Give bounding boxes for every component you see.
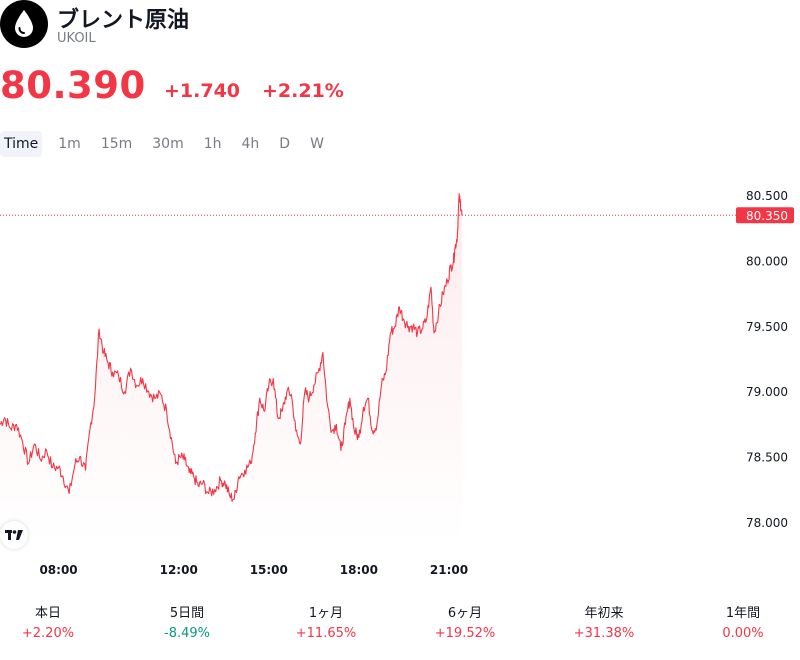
oil-drop-icon [0,0,48,48]
tab-time[interactable]: Time [0,131,43,157]
tab-15m[interactable]: 15m [100,136,133,152]
y-tick-label: 80.500 [746,189,788,203]
perf-label: 1年間 [725,606,761,621]
timeframe-tabs: Time 1m 15m 30m 1h 4h D W [0,131,340,157]
tab-4h[interactable]: 4h [241,136,260,152]
price-area [0,193,462,542]
perf-6m[interactable]: 6ヶ月 +19.52% [410,605,520,645]
perf-label: 本日 [34,606,61,621]
perf-value: +2.20% [21,626,75,641]
price-series-line [0,193,463,502]
y-tick-label: 80.000 [746,255,788,269]
page-title: ブレント原油 [57,8,190,33]
x-tick-label: 21:00 [430,563,468,577]
perf-label: 年初来 [584,606,624,621]
quote-row: 80.390 +1.740 +2.21% [0,64,800,110]
x-tick-label: 12:00 [160,563,198,577]
price-change: +1.740 [164,80,241,102]
x-tick-label: 18:00 [340,563,378,577]
perf-label: 5日間 [169,606,205,621]
perf-5d[interactable]: 5日間 -8.49% [132,605,242,645]
x-tick-label: 08:00 [39,563,77,577]
tab-1m[interactable]: 1m [58,136,81,152]
last-price: 80.390 [0,64,146,107]
perf-value: -8.49% [164,626,210,641]
perf-value: +19.52% [434,626,496,641]
price-chart[interactable]: 80.350 80.500 80.000 79.500 79.000 78.500 78.… [0,180,800,585]
tab-d[interactable]: D [279,136,291,152]
perf-today[interactable]: 本日 +2.20% [0,605,103,645]
performance-strip: 本日 +2.20% 5日間 -8.49% 1ヶ月 +11.65% 6ヶ月 +19… [0,605,800,655]
perf-value: +31.38% [573,626,635,641]
tradingview-logo-icon[interactable] [0,521,28,549]
perf-1m[interactable]: 1ヶ月 +11.65% [271,605,381,645]
perf-label: 6ヶ月 [447,606,483,621]
perf-value: 0.00% [722,626,764,641]
perf-value: +11.65% [295,626,357,641]
tab-30m[interactable]: 30m [152,136,184,152]
last-price-badge-label: 80.350 [746,209,788,223]
y-tick-label: 79.000 [746,385,788,399]
y-tick-label: 78.500 [746,451,788,465]
ticker-symbol: UKOIL [57,31,96,46]
header: ブレント原油 UKOIL [0,0,800,60]
y-tick-label: 78.000 [746,516,788,530]
last-price-badge: 80.350 [736,207,794,224]
x-tick-label: 15:00 [250,563,288,577]
tab-1h[interactable]: 1h [203,136,222,152]
price-change-percent: +2.21% [262,80,344,102]
perf-1y[interactable]: 1年間 0.00% [688,605,798,645]
perf-ytd[interactable]: 年初来 +31.38% [549,605,659,645]
perf-label: 1ヶ月 [308,606,344,621]
tab-w[interactable]: W [310,136,324,152]
y-tick-label: 79.500 [746,320,788,334]
